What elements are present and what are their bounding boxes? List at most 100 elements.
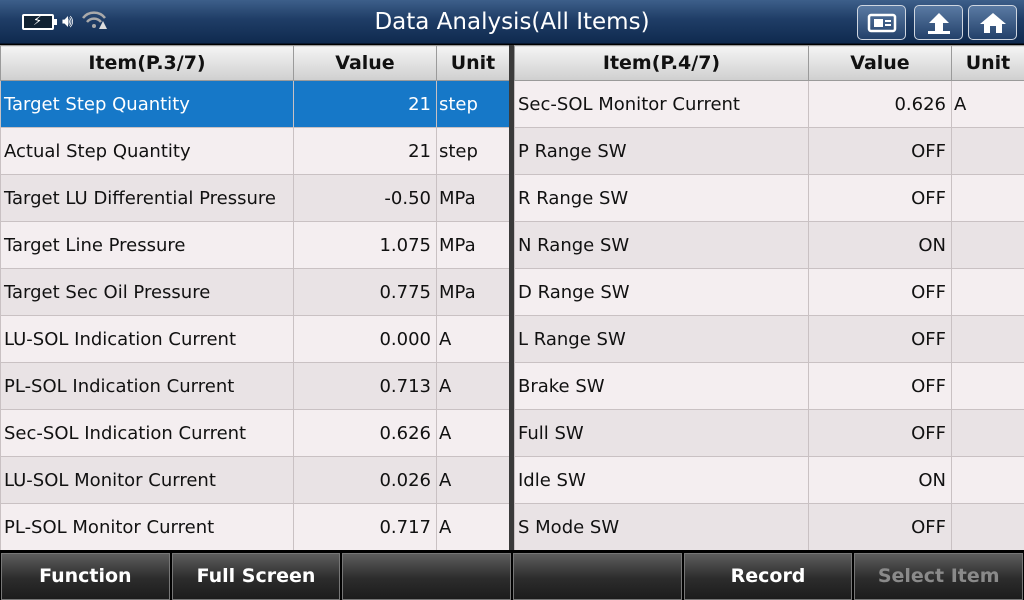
value-cell: 1.075 [293,221,437,269]
left-data-panel: Item(P.3/7) Value Unit Target Step Quant… [0,45,510,551]
table-row[interactable]: R Range SW OFF [514,174,1024,222]
unit-cell: MPa [436,268,510,316]
panel-divider [509,45,514,550]
right-item-header[interactable]: Item(P.4/7) [514,45,809,81]
battery-icon: ⚡ [22,14,57,30]
table-row[interactable]: N Range SW ON [514,221,1024,269]
right-data-panel: Item(P.4/7) Value Unit Sec-SOL Monitor C… [514,45,1024,551]
item-cell: Actual Step Quantity [0,127,294,175]
value-cell: OFF [808,315,952,363]
unit-cell: A [436,456,510,504]
value-cell: 0.000 [293,315,437,363]
unit-cell [951,503,1024,551]
value-cell: OFF [808,174,952,222]
home-button[interactable] [968,5,1017,40]
value-cell: OFF [808,362,952,410]
item-cell: S Mode SW [514,503,809,551]
item-cell: Target Step Quantity [0,80,294,128]
value-cell: 0.626 [293,409,437,457]
right-table-header: Item(P.4/7) Value Unit [514,45,1024,81]
right-data-table: Item(P.4/7) Value Unit Sec-SOL Monitor C… [514,45,1024,551]
table-row[interactable]: Brake SW OFF [514,362,1024,410]
speaker-icon: 🔊︎ [62,11,74,32]
item-cell: R Range SW [514,174,809,222]
left-table-header: Item(P.3/7) Value Unit [0,45,510,81]
unit-cell: A [951,80,1024,128]
value-cell: ON [808,221,952,269]
value-cell: 21 [293,80,437,128]
item-cell: Target LU Differential Pressure [0,174,294,222]
unit-cell: step [436,127,510,175]
unit-cell [951,174,1024,222]
value-cell: OFF [808,127,952,175]
item-cell: L Range SW [514,315,809,363]
item-cell: Sec-SOL Indication Current [0,409,294,457]
table-row[interactable]: Full SW OFF [514,409,1024,457]
table-row[interactable]: Actual Step Quantity 21 step [0,127,510,175]
unit-cell [951,456,1024,504]
value-cell: ON [808,456,952,504]
unit-cell [951,221,1024,269]
table-row[interactable]: Target Step Quantity 21 step [0,80,510,128]
item-cell: PL-SOL Indication Current [0,362,294,410]
back-button[interactable] [914,5,963,40]
back-icon [927,13,950,34]
record-button[interactable]: Record [683,553,853,600]
select-item-button[interactable]: Select Item [854,553,1024,600]
unit-cell: A [436,362,510,410]
right-unit-header[interactable]: Unit [951,45,1024,81]
item-cell: Target Sec Oil Pressure [0,268,294,316]
screenshot-icon [867,13,896,33]
empty-button-1[interactable] [342,553,512,600]
table-row[interactable]: Idle SW ON [514,456,1024,504]
value-cell: 0.626 [808,80,952,128]
value-cell: -0.50 [293,174,437,222]
table-row[interactable]: LU-SOL Monitor Current 0.026 A [0,456,510,504]
left-item-header[interactable]: Item(P.3/7) [0,45,294,81]
value-cell: OFF [808,503,952,551]
value-cell: 21 [293,127,437,175]
unit-cell: step [436,80,510,128]
right-value-header[interactable]: Value [808,45,952,81]
unit-cell: MPa [436,174,510,222]
item-cell: Sec-SOL Monitor Current [514,80,809,128]
unit-cell: A [436,315,510,363]
unit-cell: A [436,409,510,457]
table-row[interactable]: L Range SW OFF [514,315,1024,363]
item-cell: LU-SOL Monitor Current [0,456,294,504]
wifi-warning-icon [81,10,108,35]
unit-cell: A [436,503,510,551]
table-row[interactable]: PL-SOL Indication Current 0.713 A [0,362,510,410]
value-cell: 0.717 [293,503,437,551]
left-value-header[interactable]: Value [293,45,437,81]
title-bar: ⚡ 🔊︎ Data Analysis(All Items) [0,0,1024,44]
table-row[interactable]: Target LU Differential Pressure -0.50 MP… [0,174,510,222]
table-row[interactable]: P Range SW OFF [514,127,1024,175]
bottom-toolbar: Function Full Screen Record Select Item [0,550,1024,600]
table-row[interactable]: PL-SOL Monitor Current 0.717 A [0,503,510,551]
unit-cell [951,409,1024,457]
table-row[interactable]: Target Line Pressure 1.075 MPa [0,221,510,269]
left-data-table: Item(P.3/7) Value Unit Target Step Quant… [0,45,510,551]
item-cell: P Range SW [514,127,809,175]
unit-cell [951,268,1024,316]
value-cell: 0.713 [293,362,437,410]
table-row[interactable]: LU-SOL Indication Current 0.000 A [0,315,510,363]
empty-button-2[interactable] [513,553,682,600]
screenshot-button[interactable] [857,5,906,40]
table-row[interactable]: D Range SW OFF [514,268,1024,316]
value-cell: 0.775 [293,268,437,316]
function-button[interactable]: Function [1,553,170,600]
full-screen-button[interactable]: Full Screen [171,553,341,600]
table-row[interactable]: Target Sec Oil Pressure 0.775 MPa [0,268,510,316]
home-icon [979,13,1006,33]
value-cell: 0.026 [293,456,437,504]
left-unit-header[interactable]: Unit [436,45,510,81]
item-cell: N Range SW [514,221,809,269]
value-cell: OFF [808,268,952,316]
table-row[interactable]: Sec-SOL Monitor Current 0.626 A [514,80,1024,128]
table-row[interactable]: S Mode SW OFF [514,503,1024,551]
unit-cell [951,127,1024,175]
item-cell: Full SW [514,409,809,457]
table-row[interactable]: Sec-SOL Indication Current 0.626 A [0,409,510,457]
